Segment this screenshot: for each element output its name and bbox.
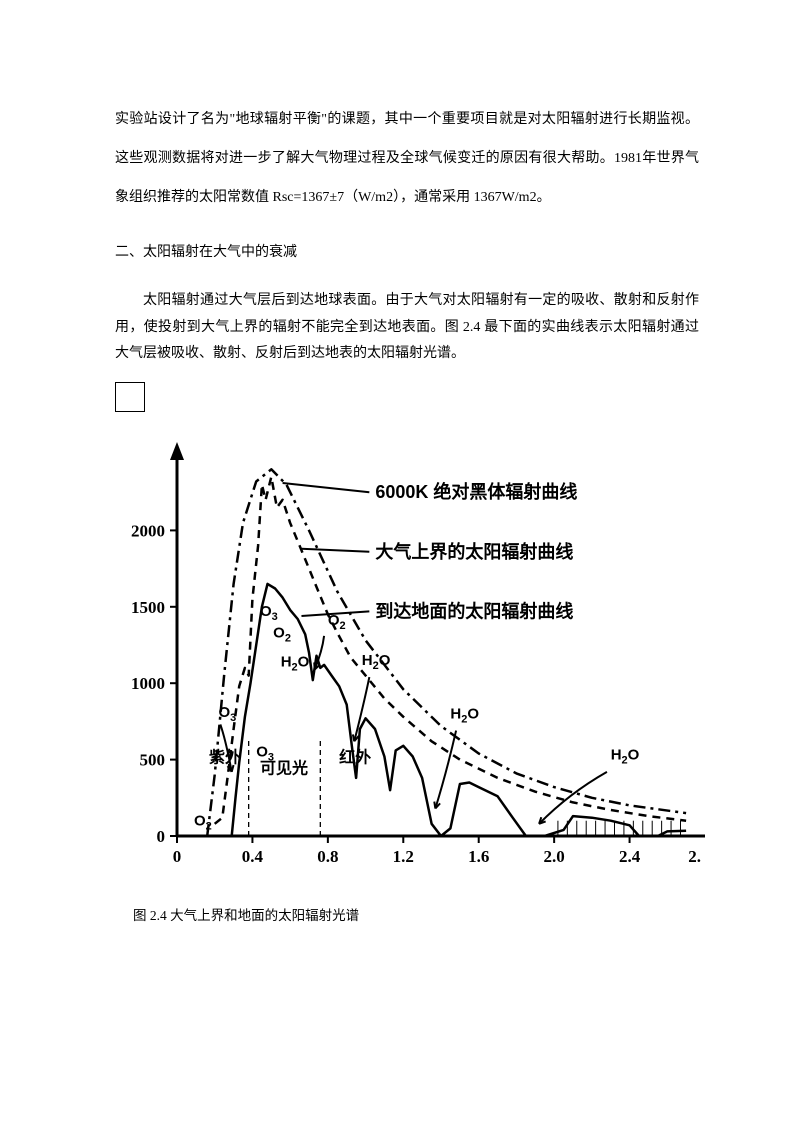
svg-text:0: 0 — [173, 847, 182, 866]
svg-text:H2O: H2O — [611, 747, 640, 767]
svg-text:O3: O3 — [260, 603, 278, 623]
svg-text:1.6: 1.6 — [468, 847, 489, 866]
svg-text:2000: 2000 — [131, 521, 165, 540]
section-heading: 二、太阳辐射在大气中的衰减 — [115, 240, 699, 267]
svg-text:O3: O3 — [218, 704, 236, 724]
svg-text:0.4: 0.4 — [242, 847, 264, 866]
svg-text:0: 0 — [157, 827, 166, 846]
svg-text:1000: 1000 — [131, 674, 165, 693]
svg-text:1.2: 1.2 — [393, 847, 414, 866]
svg-text:0.8: 0.8 — [317, 847, 338, 866]
paragraph-1: 实验站设计了名为"地球辐射平衡"的课题，其中一个重要项目就是对太阳辐射进行长期监… — [115, 100, 699, 218]
svg-text:2.: 2. — [688, 847, 701, 866]
empty-box — [115, 382, 145, 412]
svg-text:O2: O2 — [273, 624, 291, 644]
paragraph-2: 太阳辐射通过大气层后到达地球表面。由于大气对太阳辐射有一定的吸收、散射和反射作用… — [115, 288, 699, 368]
svg-text:O2: O2 — [194, 812, 212, 832]
svg-text:O2: O2 — [328, 612, 346, 632]
svg-text:到达地面的太阳辐射曲线: 到达地面的太阳辐射曲线 — [375, 600, 573, 621]
svg-text:H2O: H2O — [450, 705, 479, 725]
svg-text:2.0: 2.0 — [544, 847, 565, 866]
svg-text:6000K 绝对黑体辐射曲线: 6000K 绝对黑体辐射曲线 — [375, 481, 577, 502]
svg-text:O3: O3 — [256, 743, 274, 763]
svg-text:1500: 1500 — [131, 598, 165, 617]
svg-text:H2O: H2O — [281, 653, 310, 673]
svg-text:2.4: 2.4 — [619, 847, 641, 866]
svg-text:大气上界的太阳辐射曲线: 大气上界的太阳辐射曲线 — [375, 541, 573, 562]
figure-caption: 图 2.4 大气上界和地面的太阳辐射光谱 — [133, 904, 699, 924]
svg-text:500: 500 — [140, 751, 166, 770]
solar-spectrum-chart: 050010001500200000.40.81.21.62.02.42.紫外可… — [107, 436, 707, 876]
svg-text:紫外: 紫外 — [209, 748, 241, 767]
